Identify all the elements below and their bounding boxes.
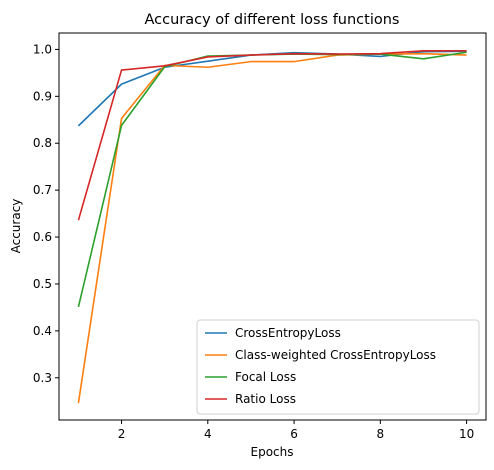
y-tick-label: 0.8 — [33, 136, 52, 150]
y-tick-label: 0.6 — [33, 230, 52, 244]
legend-entry: CrossEntropyLoss — [235, 326, 341, 340]
x-tick-label: 8 — [377, 427, 385, 441]
series-line-2 — [77, 51, 467, 308]
y-tick-label: 0.7 — [33, 183, 52, 197]
legend-box — [196, 319, 480, 415]
x-tick-label: 6 — [290, 427, 298, 441]
y-tick-label: 0.3 — [33, 371, 52, 385]
plot-lines — [77, 50, 467, 404]
x-axis: 2 4 6 8 10 — [118, 420, 474, 441]
legend: CrossEntropyLoss Class-weighted CrossEntr… — [196, 319, 480, 415]
chart-title: Accuracy of different loss functions — [145, 12, 400, 28]
series-line-0 — [77, 50, 467, 127]
x-tick-label: 4 — [204, 427, 212, 441]
y-tick-label: 0.4 — [33, 324, 52, 338]
y-tick-label: 0.9 — [33, 89, 52, 103]
legend-entry: Class-weighted CrossEntropyLoss — [235, 348, 436, 362]
x-tick-label: 10 — [459, 427, 474, 441]
plot-frame — [58, 32, 487, 421]
legend-entry: Focal Loss — [235, 370, 296, 384]
series-line-3 — [77, 50, 467, 221]
y-tick-label: 0.5 — [33, 277, 52, 291]
y-tick-label: 1.0 — [33, 42, 52, 56]
legend-entry: Ratio Loss — [235, 392, 296, 406]
y-axis-label: Accuracy — [9, 199, 23, 254]
x-tick-label: 2 — [118, 427, 126, 441]
series-line-1 — [77, 52, 467, 404]
y-axis: 0.3 0.4 0.5 0.6 0.7 0.8 0.9 1.0 — [33, 42, 59, 385]
x-axis-label: Epochs — [251, 445, 294, 459]
